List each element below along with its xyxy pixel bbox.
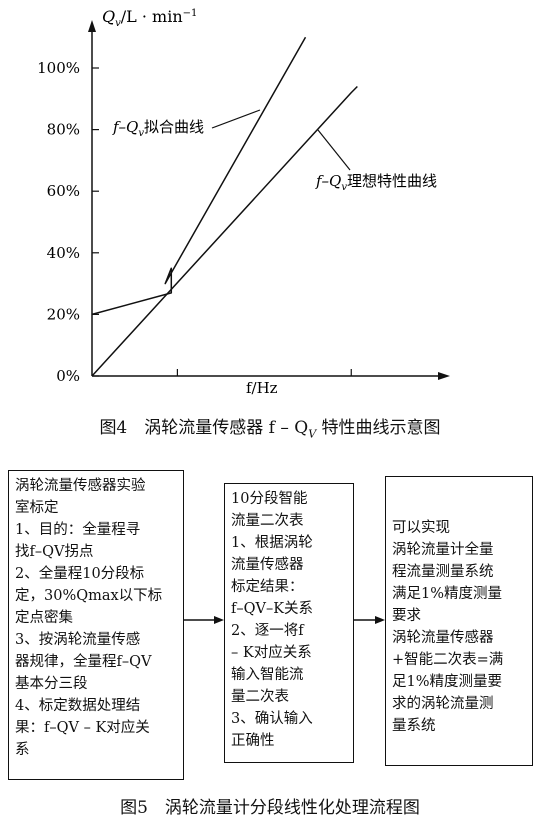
y-tick-label: 20% — [47, 305, 80, 323]
figure4-chart: Qv/L · min−1 f/Hz 0% 20% 40% 60% 80% 100% f–Q… — [37, 7, 450, 397]
flow-text-line: 流量二次表 — [231, 513, 304, 529]
y-axis-arrow — [88, 20, 96, 32]
flow-text-line: 器规律，全量程f–QV — [15, 654, 152, 670]
y-tick-label: 40% — [47, 244, 80, 262]
flow-box-result: 可以实现涡轮流量计全量 程流量测量系统 满足1%精度测量 要求涡轮流量传感器 +智能二次… — [385, 476, 533, 766]
flow-text-line: 找f–QV拐点 — [15, 544, 94, 560]
flow-text-line: 流量传感器 — [231, 557, 304, 573]
flow-text-line: 量系统 — [392, 718, 436, 734]
flow-text-line: 正确性 — [231, 733, 275, 749]
flow-text-line: 3、按涡轮流量传感 — [15, 632, 141, 648]
flow-text-line: +智能二次表=满 — [392, 652, 504, 668]
flow-text-line: 程流量测量系统 — [392, 564, 494, 580]
flow-text-line: 果：f–QV – K对应关 — [15, 720, 150, 736]
flow-text-line: 定，30%Qmax以下标 — [15, 588, 163, 604]
flow-text-line: 输入智能流 — [231, 667, 304, 683]
flow-text-line: 10分段智能 — [231, 491, 308, 507]
y-tick-label: 100% — [37, 59, 80, 77]
y-tick-label: 60% — [47, 182, 80, 200]
annotation-ideal-curve: f–Qv理想特性曲线 — [315, 172, 437, 193]
flow-text-line: 求的涡轮流量测 — [392, 696, 494, 712]
y-tick-label: 80% — [47, 121, 80, 139]
series-fit-curve — [91, 36, 307, 316]
figure5-caption: 图5 涡轮流量计分段线性化处理流程图 — [120, 798, 420, 818]
flow-text-line: 2、全量程10分段标 — [15, 566, 145, 582]
arrow-2-head — [375, 616, 385, 624]
flow-text-line: 足1%精度测量要 — [392, 674, 503, 690]
flow-text-line: 基本分三段 — [15, 676, 88, 692]
flow-text-line: 定点密集 — [15, 610, 73, 626]
flow-text-line: 涡轮流量传感器实验 — [15, 478, 146, 494]
flow-text-line: 1、目的：全量程寻 — [15, 522, 141, 538]
flow-text-line: 涡轮流量计全量 — [392, 542, 494, 558]
flow-arrows — [184, 616, 385, 624]
flow-text-line: 可以实现 — [392, 520, 450, 536]
flow-text-line: f–QV–K关系 — [231, 601, 314, 617]
y-tick-label: 0% — [56, 367, 80, 385]
arrow-1-head — [214, 616, 224, 624]
flow-text-line: 1、根据涡轮 — [231, 535, 313, 551]
series-group — [91, 36, 358, 377]
flow-box-secondary-meter: 10分段智能 流量二次表 1、根据涡轮 流量传感器标定结果： f–QV–K关系 2、逐一将… — [224, 483, 354, 763]
series-ideal-curve — [91, 85, 358, 377]
flow-text-line: 3、确认输入 — [231, 711, 313, 727]
flow-text-line: 要求 — [392, 608, 421, 624]
x-axis-arrow — [438, 372, 450, 380]
annotation-fit-curve: f–Qv拟合曲线 — [112, 118, 204, 139]
flow-text-line: 系 — [15, 742, 30, 758]
flow-text-line: 量二次表 — [231, 689, 289, 705]
annotation-ideal-leader — [317, 129, 351, 171]
y-axis-label: Qv/L · min−1 — [102, 7, 197, 29]
flow-text-line: 室标定 — [15, 500, 59, 516]
flow-text-line: 2、逐一将f — [231, 623, 304, 639]
tick-group: 0% 20% 40% 60% 80% 100% — [37, 59, 352, 385]
flow-text-line: 4、标定数据处理结 — [15, 698, 141, 714]
flow-text-line: 标定结果： — [231, 579, 304, 595]
x-axis-label: f/Hz — [246, 379, 278, 397]
annotation-fit-leader — [211, 109, 261, 129]
flow-text-line: – K对应关系 — [231, 645, 312, 661]
figure4-caption: 图4 涡轮流量传感器 f – QV 特性曲线示意图 — [99, 418, 441, 441]
flow-box-calibration: 涡轮流量传感器实验 室标定 1、目的：全量程寻 找f–QV拐点 2、全量程10分段标定，… — [8, 470, 184, 780]
flow-text-line: 涡轮流量传感器 — [392, 630, 494, 646]
flow-text-line: 满足1%精度测量 — [392, 586, 503, 602]
